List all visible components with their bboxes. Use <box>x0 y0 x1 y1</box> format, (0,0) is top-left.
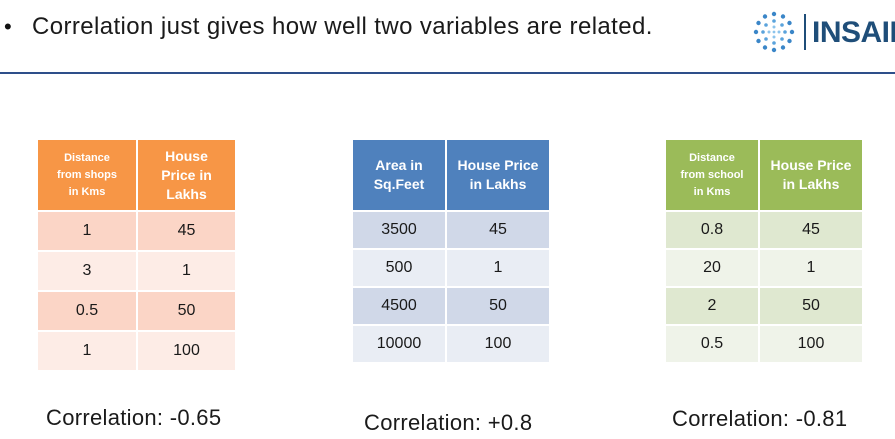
table-row: 20 1 <box>666 250 864 288</box>
table-cell: 1 <box>447 250 551 288</box>
column-header: Distance from shops in Kms <box>38 140 138 212</box>
column-header: House Price in Lakhs <box>138 140 237 212</box>
table-cell: 45 <box>138 212 237 252</box>
column-header: Distance from school in Kms <box>666 140 760 212</box>
table-row: 0.5 100 <box>666 326 864 364</box>
table-row: 3 1 <box>38 252 237 292</box>
table-cell: 50 <box>760 288 864 326</box>
table-cell: 100 <box>447 326 551 364</box>
header-divider <box>0 72 895 74</box>
table-row: 500 1 <box>353 250 551 288</box>
table-row: 0.8 45 <box>666 212 864 250</box>
table-row: 4500 50 <box>353 288 551 326</box>
table-cell: 500 <box>353 250 447 288</box>
column-header: House Price in Lakhs <box>760 140 864 212</box>
table-row: 1 100 <box>38 332 237 372</box>
distance-shops-table: Distance from shops in Kms House Price i… <box>38 140 237 372</box>
table-cell: 45 <box>760 212 864 250</box>
table-row: 1 45 <box>38 212 237 252</box>
correlation-label-area: Correlation: +0.8 <box>364 410 533 435</box>
table-cell: 0.5 <box>666 326 760 364</box>
table-row: 0.5 50 <box>38 292 237 332</box>
correlation-label-shops: Correlation: -0.65 <box>46 405 222 430</box>
distance-school-table: Distance from school in Kms House Price … <box>666 140 864 364</box>
logo-divider <box>804 14 806 50</box>
table-cell: 100 <box>760 326 864 364</box>
table-row: 3500 45 <box>353 212 551 250</box>
area-table: Area in Sq.Feet House Price in Lakhs 350… <box>353 140 551 364</box>
table-cell: 50 <box>138 292 237 332</box>
table-cell: 1 <box>38 332 138 372</box>
correlation-label-school: Correlation: -0.81 <box>672 406 848 431</box>
table-cell: 1 <box>760 250 864 288</box>
table-cell: 4500 <box>353 288 447 326</box>
table-cell: 1 <box>38 212 138 252</box>
slide-title: Correlation just gives how well two vari… <box>32 13 653 40</box>
column-header: House Price in Lakhs <box>447 140 551 212</box>
table-row: 10000 100 <box>353 326 551 364</box>
table-cell: 2 <box>666 288 760 326</box>
table-cell: 3 <box>38 252 138 292</box>
header-bullet: • <box>4 14 12 39</box>
table-cell: 50 <box>447 288 551 326</box>
insaid-logo-icon <box>753 11 795 53</box>
table-row: 2 50 <box>666 288 864 326</box>
table-cell: 10000 <box>353 326 447 364</box>
table-cell: 1 <box>138 252 237 292</box>
column-header: Area in Sq.Feet <box>353 140 447 212</box>
table-cell: 20 <box>666 250 760 288</box>
table-cell: 3500 <box>353 212 447 250</box>
table-cell: 0.5 <box>38 292 138 332</box>
table-cell: 0.8 <box>666 212 760 250</box>
table-cell: 45 <box>447 212 551 250</box>
table-cell: 100 <box>138 332 237 372</box>
